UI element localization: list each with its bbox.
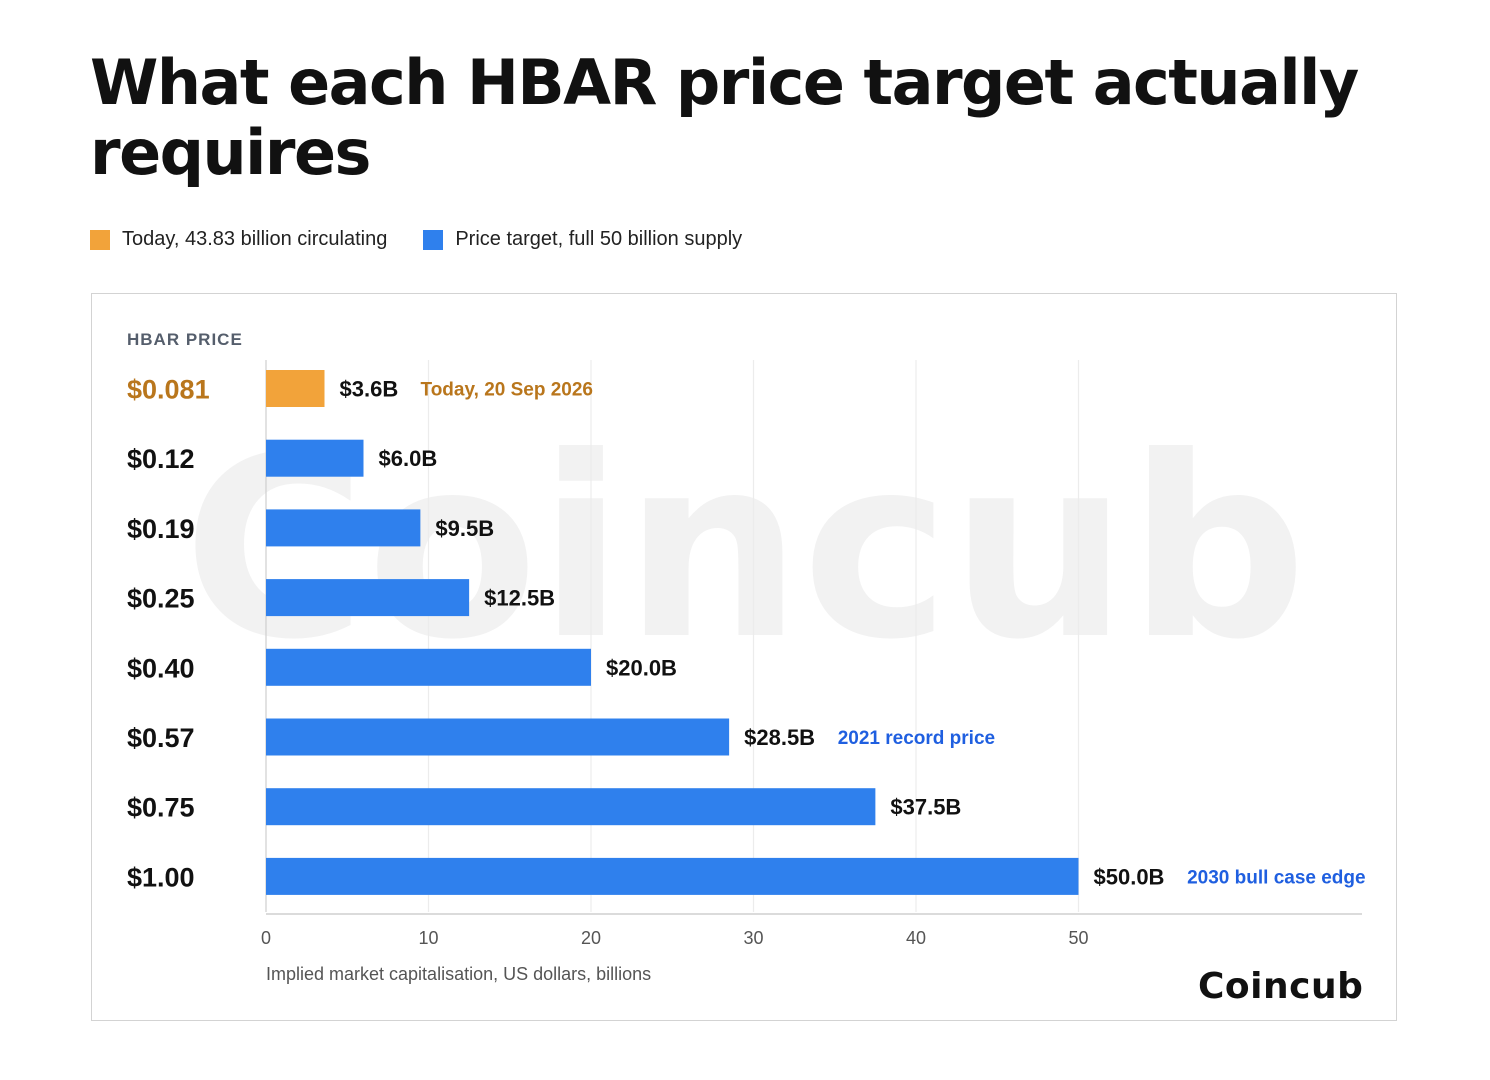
value-label: $12.5B — [484, 586, 555, 611]
legend-item-today: Today, 43.83 billion circulating — [90, 228, 387, 251]
bars — [266, 370, 1079, 895]
bar — [266, 509, 421, 547]
bar — [266, 788, 876, 826]
x-axis: 0 10 20 30 40 50 — [261, 913, 1362, 948]
value-label: $28.5B — [744, 725, 815, 750]
category-label: $1.00 — [127, 862, 195, 892]
legend-label-today: Today, 43.83 billion circulating — [122, 228, 388, 250]
legend-item-target: Price target, full 50 billion supply — [423, 228, 742, 251]
legend-swatch-today — [90, 229, 110, 250]
bar — [266, 857, 1079, 895]
annotation-label: Today, 20 Sep 2026 — [421, 380, 594, 401]
annotation-label: 2030 bull case edge — [1187, 867, 1366, 888]
bar — [266, 370, 325, 407]
x-tick-label: 40 — [906, 928, 926, 948]
legend-swatch-target — [423, 229, 444, 250]
labels: $0.081 $3.6B Today, 20 Sep 2026 $0.12 $6.0B $… — [127, 375, 1366, 893]
value-label: $6.0B — [379, 446, 438, 471]
category-label: $0.081 — [127, 375, 210, 405]
value-label: $9.5B — [435, 516, 494, 541]
legend-label-target: Price target, full 50 billion supply — [455, 228, 743, 250]
brand-logo: Coincub — [1198, 966, 1364, 1007]
value-label: $50.0B — [1094, 864, 1165, 889]
category-label: $0.12 — [127, 444, 195, 474]
annotation-label: 2021 record price — [838, 728, 995, 749]
bar — [266, 718, 730, 756]
category-label: $0.19 — [127, 514, 195, 544]
x-tick-label: 0 — [261, 928, 271, 948]
bar — [266, 648, 591, 686]
category-label: $0.40 — [127, 653, 195, 683]
category-label: $0.57 — [127, 723, 195, 753]
x-tick-label: 20 — [581, 928, 601, 948]
chart-frame — [91, 293, 1397, 1021]
legend: Today, 43.83 billion circulating Price t… — [90, 228, 778, 251]
value-label: $37.5B — [890, 795, 961, 820]
y-axis-label: HBAR PRICE — [127, 330, 243, 349]
category-label: $0.25 — [127, 584, 195, 614]
bar — [266, 439, 364, 477]
bar — [266, 579, 470, 617]
category-label: $0.75 — [127, 793, 195, 823]
value-label: $3.6B — [340, 377, 399, 402]
x-tick-label: 10 — [418, 928, 438, 948]
value-label: $20.0B — [606, 655, 677, 680]
chart-title: What each HBAR price target actually req… — [90, 46, 1359, 189]
x-tick-label: 30 — [743, 928, 763, 948]
x-axis-label: Implied market capitalisation, US dollar… — [266, 964, 652, 984]
x-tick-label: 50 — [1068, 928, 1088, 948]
watermark: Coincub — [183, 403, 1307, 694]
